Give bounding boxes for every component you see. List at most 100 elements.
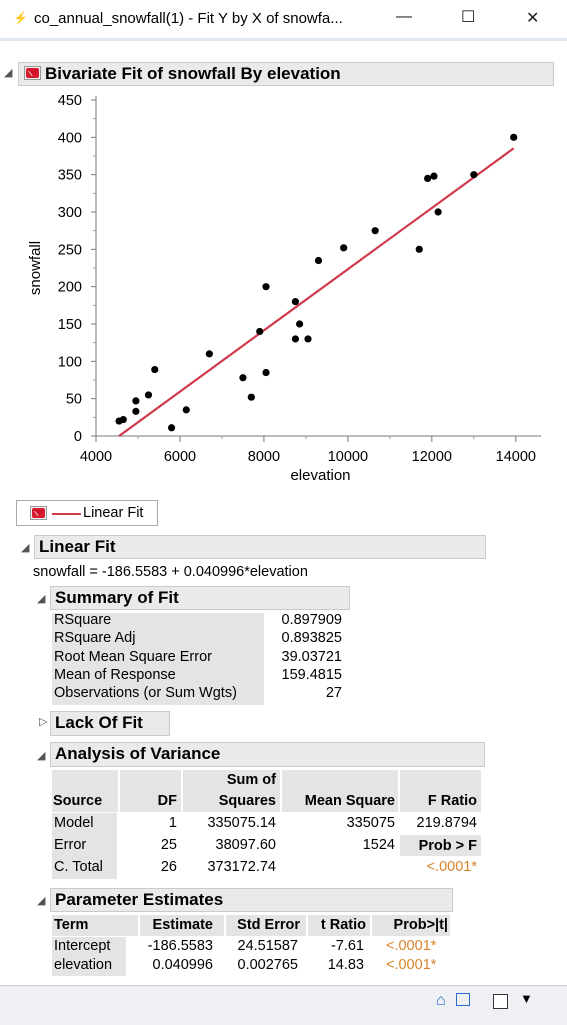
- data-point[interactable]: [247, 393, 255, 401]
- data-point[interactable]: [304, 335, 312, 343]
- anova-ms-cell: 335075: [346, 815, 395, 831]
- param-col-sep: [138, 915, 140, 936]
- data-point[interactable]: [470, 171, 478, 179]
- anova-col-sep: [118, 770, 120, 812]
- data-point[interactable]: [132, 397, 140, 405]
- data-point[interactable]: [314, 256, 323, 265]
- lack-of-fit-title: Lack Of Fit: [55, 713, 143, 732]
- close-button[interactable]: ✕: [526, 10, 540, 27]
- report-title: Bivariate Fit of snowfall By elevation: [45, 64, 341, 83]
- param-term-col-bg: [52, 937, 126, 976]
- param-term-cell: elevation: [54, 957, 113, 973]
- y-tick-label: 150: [58, 317, 82, 333]
- summary-label: RSquare Adj: [54, 630, 136, 647]
- summary-of-fit-title: Summary of Fit: [55, 588, 179, 607]
- x-tick-label: 4000: [80, 449, 112, 465]
- anova-ss-cell: 335075.14: [207, 815, 276, 831]
- linear-fit-menu-button[interactable]: [30, 506, 47, 520]
- x-tick-label: 6000: [164, 449, 196, 465]
- param-stderr-cell: 24.51587: [237, 938, 298, 954]
- data-point[interactable]: [262, 283, 270, 291]
- data-point[interactable]: [256, 327, 264, 336]
- data-point[interactable]: [424, 174, 432, 182]
- minimize-button[interactable]: —: [396, 8, 412, 25]
- fit-equation: snowfall = -186.5583 + 0.040996*elevatio…: [33, 564, 308, 580]
- param-tratio-cell: 14.83: [327, 957, 364, 973]
- data-point[interactable]: [151, 365, 159, 374]
- data-point[interactable]: [239, 374, 247, 382]
- summary-value: 0.897909: [281, 612, 342, 628]
- legend-label: Linear Fit: [83, 505, 144, 521]
- param-col-sep: [306, 915, 308, 936]
- home-icon[interactable]: ⌂: [436, 992, 446, 1009]
- data-point[interactable]: [167, 424, 176, 432]
- param-col-header-stderr: Std Error: [237, 917, 300, 933]
- fit-line: [118, 147, 515, 437]
- anova-col-header-ms: Mean Square: [304, 793, 395, 809]
- x-axis-label: elevation: [290, 467, 350, 484]
- anova-source-cell: Model: [54, 815, 94, 831]
- data-point[interactable]: [262, 368, 270, 377]
- param-col-header-prob: Prob>|t|: [393, 917, 448, 933]
- chevron-down-icon[interactable]: ▼: [520, 991, 533, 1006]
- data-point[interactable]: [430, 172, 438, 180]
- y-tick-label: 450: [58, 93, 82, 109]
- summary-value: 0.893825: [281, 630, 342, 647]
- anova-df-cell: 1: [168, 815, 177, 831]
- legend-box: Linear Fit: [16, 500, 158, 526]
- collapse-triangle-icon[interactable]: ◢: [4, 67, 13, 79]
- data-point[interactable]: [205, 350, 213, 358]
- data-point[interactable]: [182, 406, 190, 414]
- data-point[interactable]: [415, 245, 423, 253]
- data-point[interactable]: [296, 320, 304, 328]
- collapse-triangle-icon[interactable]: ◢: [37, 593, 46, 605]
- param-estimate-cell: -186.5583: [147, 938, 213, 954]
- data-point[interactable]: [291, 335, 300, 343]
- lack-of-fit-header[interactable]: Lack Of Fit: [50, 711, 170, 736]
- window-title-bar[interactable]: ⚡ co_annual_snowfall(1) - Fit Y by X of …: [0, 0, 567, 38]
- expand-triangle-icon[interactable]: ▷: [39, 716, 48, 728]
- param-stderr-cell: 0.002765: [237, 957, 298, 973]
- prob-f-cell-bg: [400, 835, 481, 856]
- anova-title: Analysis of Variance: [55, 744, 221, 763]
- summary-label: Mean of Response: [54, 666, 176, 683]
- data-point[interactable]: [434, 208, 442, 216]
- summary-value: 39.03721: [281, 648, 342, 665]
- anova-col-header-ss: Squares: [218, 793, 276, 809]
- param-estimate-cell: 0.040996: [152, 957, 213, 973]
- anova-col-sep: [398, 770, 400, 812]
- scatter-chart: 0 50 100 150 200 250 300 350 400 450 4000 6000 8000 1…: [27, 93, 541, 484]
- anova-df-cell: 26: [160, 859, 177, 875]
- summary-value: 27: [325, 685, 342, 702]
- maximize-button[interactable]: ☐: [461, 9, 476, 26]
- summary-label-column: [52, 613, 264, 705]
- collapse-triangle-icon[interactable]: ◢: [21, 542, 30, 554]
- parameter-estimates-header: Parameter Estimates: [50, 888, 453, 912]
- data-point[interactable]: [291, 298, 300, 306]
- collapse-triangle-icon[interactable]: ◢: [37, 895, 46, 907]
- summary-of-fit-header: Summary of Fit: [50, 586, 350, 610]
- data-point[interactable]: [371, 227, 379, 235]
- anova-f-cell: 219.8794: [416, 815, 477, 831]
- y-tick-label: 200: [58, 280, 82, 296]
- summary-value: 159.4815: [281, 666, 342, 683]
- collapse-triangle-icon[interactable]: ◢: [37, 750, 46, 762]
- summary-label: Observations (or Sum Wgts): [54, 685, 237, 702]
- y-tick-label: 400: [58, 130, 82, 146]
- anova-col-header-source: Source: [53, 793, 103, 809]
- anova-source-cell: C. Total: [54, 859, 103, 875]
- param-term-cell: Intercept: [54, 938, 111, 954]
- data-point[interactable]: [510, 133, 518, 141]
- status-bar: ⌂ ▼: [0, 985, 567, 1025]
- anova-col-header-f: F Ratio: [427, 793, 477, 809]
- x-tick-label: 12000: [412, 449, 452, 465]
- checkbox-icon[interactable]: [493, 994, 508, 1009]
- param-tratio-cell: -7.61: [330, 938, 364, 954]
- data-point[interactable]: [144, 391, 153, 399]
- data-point[interactable]: [119, 415, 127, 424]
- data-point[interactable]: [132, 407, 140, 415]
- data-point[interactable]: [340, 244, 348, 252]
- x-tick-label: 10000: [328, 449, 368, 465]
- table-icon[interactable]: [456, 993, 470, 1006]
- red-triangle-menu-button[interactable]: [24, 66, 41, 80]
